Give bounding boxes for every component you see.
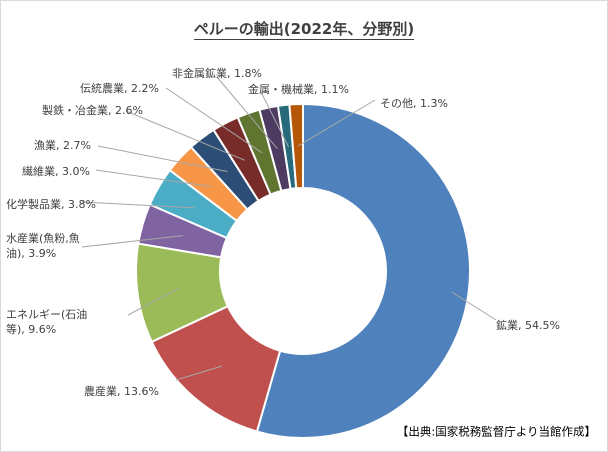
leader-line-3 xyxy=(127,287,180,316)
leader-line-12 xyxy=(297,99,376,147)
data-label-6: 繊維業, 3.0% xyxy=(22,165,90,178)
data-label-8: 製鉄・冶金業, 2.6% xyxy=(42,103,143,117)
leader-line-1 xyxy=(451,291,497,321)
data-label-7: 漁業, 2.7% xyxy=(34,138,91,152)
data-label-11: 金属・機械業, 1.1% xyxy=(248,82,349,96)
leader-line-8 xyxy=(125,110,246,161)
leader-line-6 xyxy=(95,169,211,188)
data-label-2: 農産業, 13.6% xyxy=(84,384,159,398)
data-label-4: 水産業(魚粉,魚 xyxy=(6,232,80,245)
leader-line-5 xyxy=(81,201,196,209)
data-label-3: エネルギー(石油 xyxy=(6,307,87,321)
data-label-12: その他, 1.3% xyxy=(380,97,448,110)
data-label-10: 非金属鉱業, 1.8% xyxy=(172,66,262,80)
data-label-4: 油), 3.9% xyxy=(6,246,56,260)
data-label-5: 化学製品業, 3.8% xyxy=(6,197,96,211)
leader-line-10 xyxy=(216,76,278,149)
slice-12 xyxy=(288,102,304,190)
leader-line-2 xyxy=(175,365,223,381)
leader-line-11 xyxy=(260,91,289,148)
leader-line-7 xyxy=(97,145,228,172)
leader-line-9 xyxy=(165,87,263,154)
source-note: 【出典:国家税務監督庁より当館作成】 xyxy=(397,425,596,439)
chart-title: ペルーの輸出(2022年、分野別) xyxy=(193,20,415,40)
slice-1 xyxy=(255,102,471,439)
data-label-3: 等), 9.6% xyxy=(6,322,56,336)
data-label-9: 伝統農業, 2.2% xyxy=(80,81,159,95)
data-label-1: 鉱業, 54.5% xyxy=(496,318,560,332)
leader-line-4 xyxy=(81,235,184,248)
